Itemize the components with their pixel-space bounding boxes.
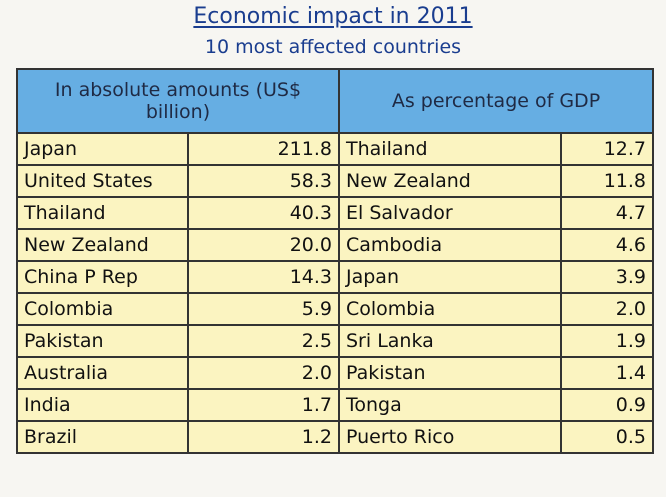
- cell-abs-value: 58.3: [187, 164, 340, 198]
- cell-abs-value: 211.8: [187, 132, 340, 166]
- table-row: Australia 2.0 Pakistan 1.4: [16, 356, 654, 390]
- table-row: Colombia 5.9 Colombia 2.0: [16, 292, 654, 326]
- table-row: United States 58.3 New Zealand 11.8: [16, 164, 654, 198]
- cell-pct-value: 4.7: [560, 196, 654, 230]
- cell-abs-country: China P Rep: [16, 260, 189, 294]
- column-header-absolute: In absolute amounts (US$ billion): [16, 68, 340, 134]
- cell-pct-value: 1.9: [560, 324, 654, 358]
- table-row: India 1.7 Tonga 0.9: [16, 388, 654, 422]
- table-header-row: In absolute amounts (US$ billion) As per…: [16, 68, 654, 134]
- cell-abs-country: Japan: [16, 132, 189, 166]
- table-row: Pakistan 2.5 Sri Lanka 1.9: [16, 324, 654, 358]
- cell-pct-country: New Zealand: [338, 164, 562, 198]
- cell-pct-country: Tonga: [338, 388, 562, 422]
- cell-pct-value: 0.5: [560, 420, 654, 454]
- cell-pct-country: Colombia: [338, 292, 562, 326]
- cell-pct-value: 3.9: [560, 260, 654, 294]
- page-subtitle: 10 most affected countries: [204, 36, 462, 58]
- table-row: Brazil 1.2 Puerto Rico 0.5: [16, 420, 654, 454]
- table-row: Thailand 40.3 El Salvador 4.7: [16, 196, 654, 230]
- cell-pct-country: Cambodia: [338, 228, 562, 262]
- cell-abs-value: 1.7: [187, 388, 340, 422]
- impact-table: In absolute amounts (US$ billion) As per…: [16, 68, 654, 454]
- cell-abs-country: United States: [16, 164, 189, 198]
- cell-abs-value: 14.3: [187, 260, 340, 294]
- cell-pct-value: 2.0: [560, 292, 654, 326]
- cell-abs-value: 40.3: [187, 196, 340, 230]
- cell-abs-value: 20.0: [187, 228, 340, 262]
- cell-pct-country: Thailand: [338, 132, 562, 166]
- table-row: Japan 211.8 Thailand 12.7: [16, 132, 654, 166]
- cell-pct-country: El Salvador: [338, 196, 562, 230]
- cell-pct-country: Puerto Rico: [338, 420, 562, 454]
- page-title: Economic impact in 2011: [193, 4, 473, 29]
- cell-abs-country: Pakistan: [16, 324, 189, 358]
- cell-abs-country: New Zealand: [16, 228, 189, 262]
- cell-pct-country: Japan: [338, 260, 562, 294]
- cell-abs-country: Brazil: [16, 420, 189, 454]
- cell-abs-value: 2.0: [187, 356, 340, 390]
- cell-pct-country: Pakistan: [338, 356, 562, 390]
- cell-abs-value: 1.2: [187, 420, 340, 454]
- cell-abs-country: Thailand: [16, 196, 189, 230]
- table-row: China P Rep 14.3 Japan 3.9: [16, 260, 654, 294]
- cell-pct-value: 12.7: [560, 132, 654, 166]
- cell-abs-value: 2.5: [187, 324, 340, 358]
- cell-abs-country: Colombia: [16, 292, 189, 326]
- cell-abs-country: India: [16, 388, 189, 422]
- cell-pct-value: 11.8: [560, 164, 654, 198]
- cell-pct-country: Sri Lanka: [338, 324, 562, 358]
- column-header-percentage: As percentage of GDP: [338, 68, 654, 134]
- cell-abs-value: 5.9: [187, 292, 340, 326]
- table-body: Japan 211.8 Thailand 12.7 United States 58.3 N…: [16, 132, 654, 454]
- cell-pct-value: 1.4: [560, 356, 654, 390]
- table-row: New Zealand 20.0 Cambodia 4.6: [16, 228, 654, 262]
- cell-abs-country: Australia: [16, 356, 189, 390]
- cell-pct-value: 4.6: [560, 228, 654, 262]
- cell-pct-value: 0.9: [560, 388, 654, 422]
